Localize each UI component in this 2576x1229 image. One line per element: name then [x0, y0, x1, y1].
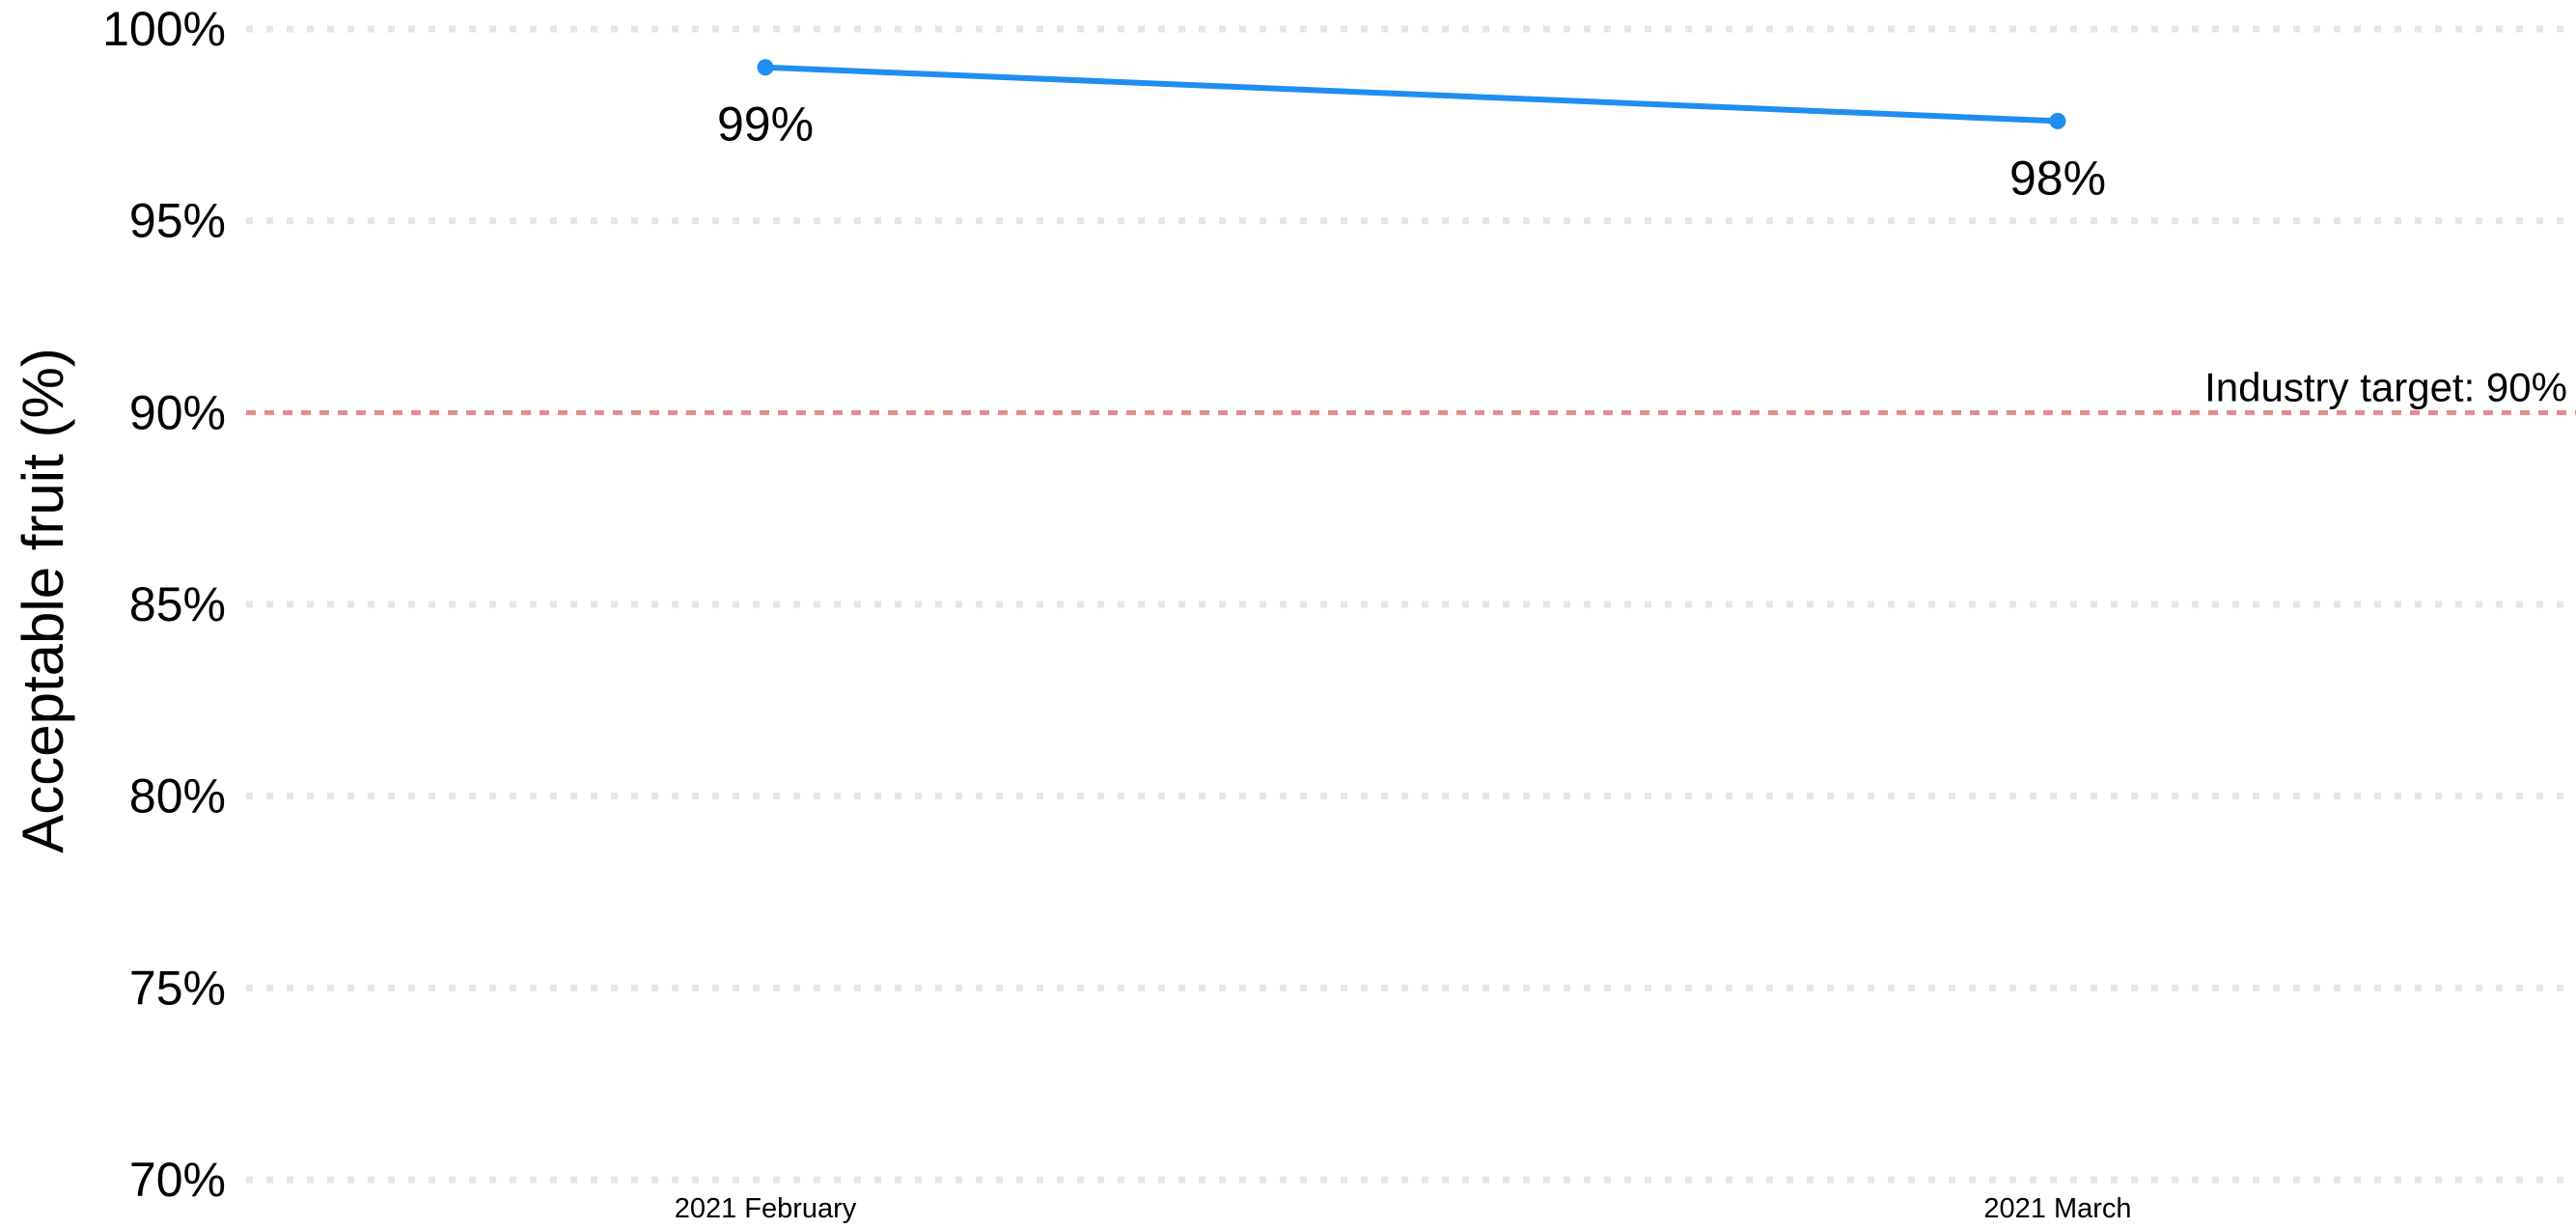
y-tick-label: 95%	[129, 194, 226, 248]
data-label: 98%	[2009, 151, 2106, 205]
industry-target-label: Industry target: 90%	[2204, 364, 2567, 409]
data-labels: 99% 98%	[717, 98, 2106, 206]
x-tick-label: 2021 February	[675, 1193, 857, 1224]
y-tick-label: 100%	[102, 2, 226, 56]
y-tick-label: 80%	[129, 769, 226, 824]
y-tick-label: 90%	[129, 385, 226, 439]
x-tick-label: 2021 March	[1983, 1193, 2131, 1224]
series-group	[757, 59, 2066, 129]
x-axis-ticks: 2021 February 2021 March	[675, 1193, 2132, 1224]
reference-line-group: Industry target: 90%	[246, 364, 2576, 415]
series-line	[762, 64, 2061, 125]
data-point	[2049, 112, 2066, 129]
grid-lines	[246, 25, 2576, 1184]
data-label: 99%	[717, 98, 814, 152]
data-point	[757, 59, 774, 76]
y-axis-ticks: 70% 75% 80% 85% 90% 95% 100%	[102, 2, 226, 1207]
y-tick-label: 75%	[129, 961, 226, 1015]
y-axis-label: Acceptable fruit (%)	[11, 348, 75, 853]
y-tick-label: 70%	[129, 1153, 226, 1207]
y-tick-label: 85%	[129, 577, 226, 631]
